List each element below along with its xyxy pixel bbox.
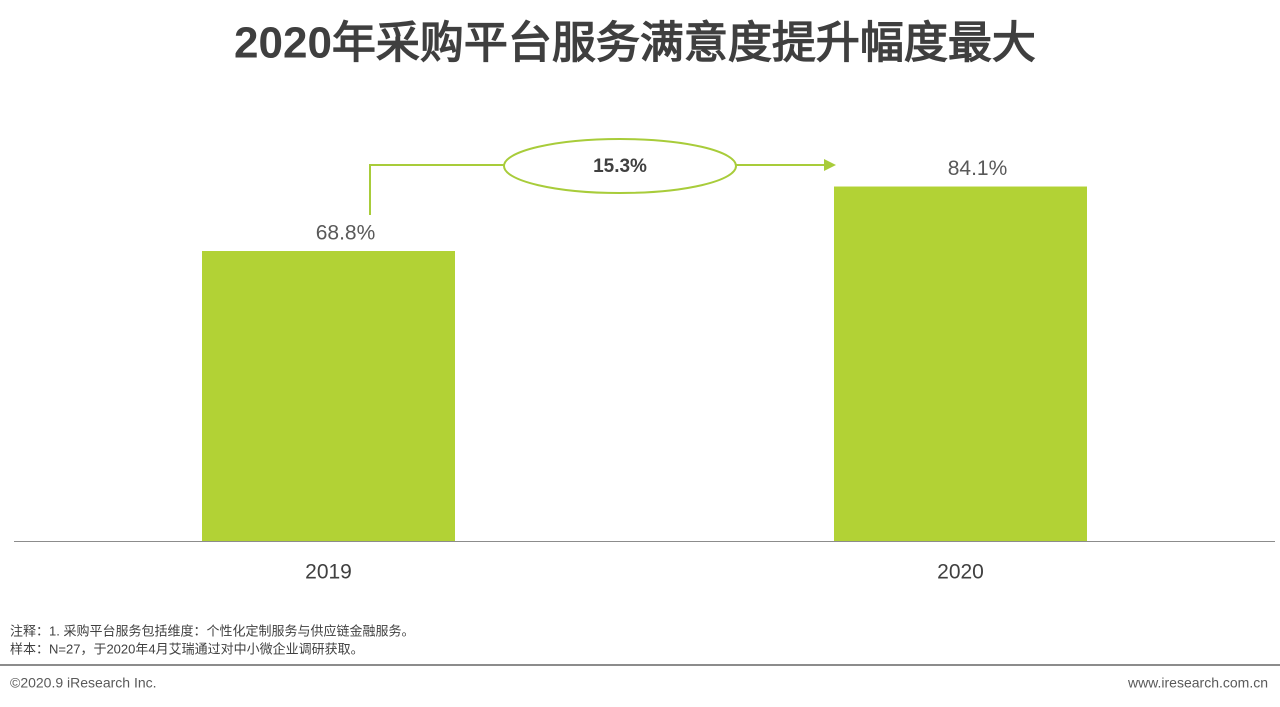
note: 样本：N=27，于2020年4月艾瑞通过对中小微企业调研获取。	[10, 641, 364, 656]
arrow-line	[369, 164, 504, 215]
change-annotation: 15.3%	[369, 138, 836, 215]
value-label: 84.1%	[948, 157, 1008, 180]
note: 注释：1. 采购平台服务包括维度：个性化定制服务与供应链金融服务。	[10, 623, 414, 638]
annotation-label: 15.3%	[593, 156, 647, 177]
value-label: 68.8%	[316, 222, 376, 245]
footer-right: www.iresearch.com.cn	[1127, 675, 1268, 691]
chart-title: 2020年采购平台服务满意度提升幅度最大	[234, 19, 1036, 68]
x-tick-label: 2019	[305, 561, 352, 584]
bar	[202, 251, 455, 541]
footer-left: ©2020.9 iResearch Inc.	[10, 675, 157, 691]
arrow-head	[824, 159, 836, 171]
x-tick-label: 2020	[937, 561, 984, 584]
bar	[834, 186, 1087, 541]
